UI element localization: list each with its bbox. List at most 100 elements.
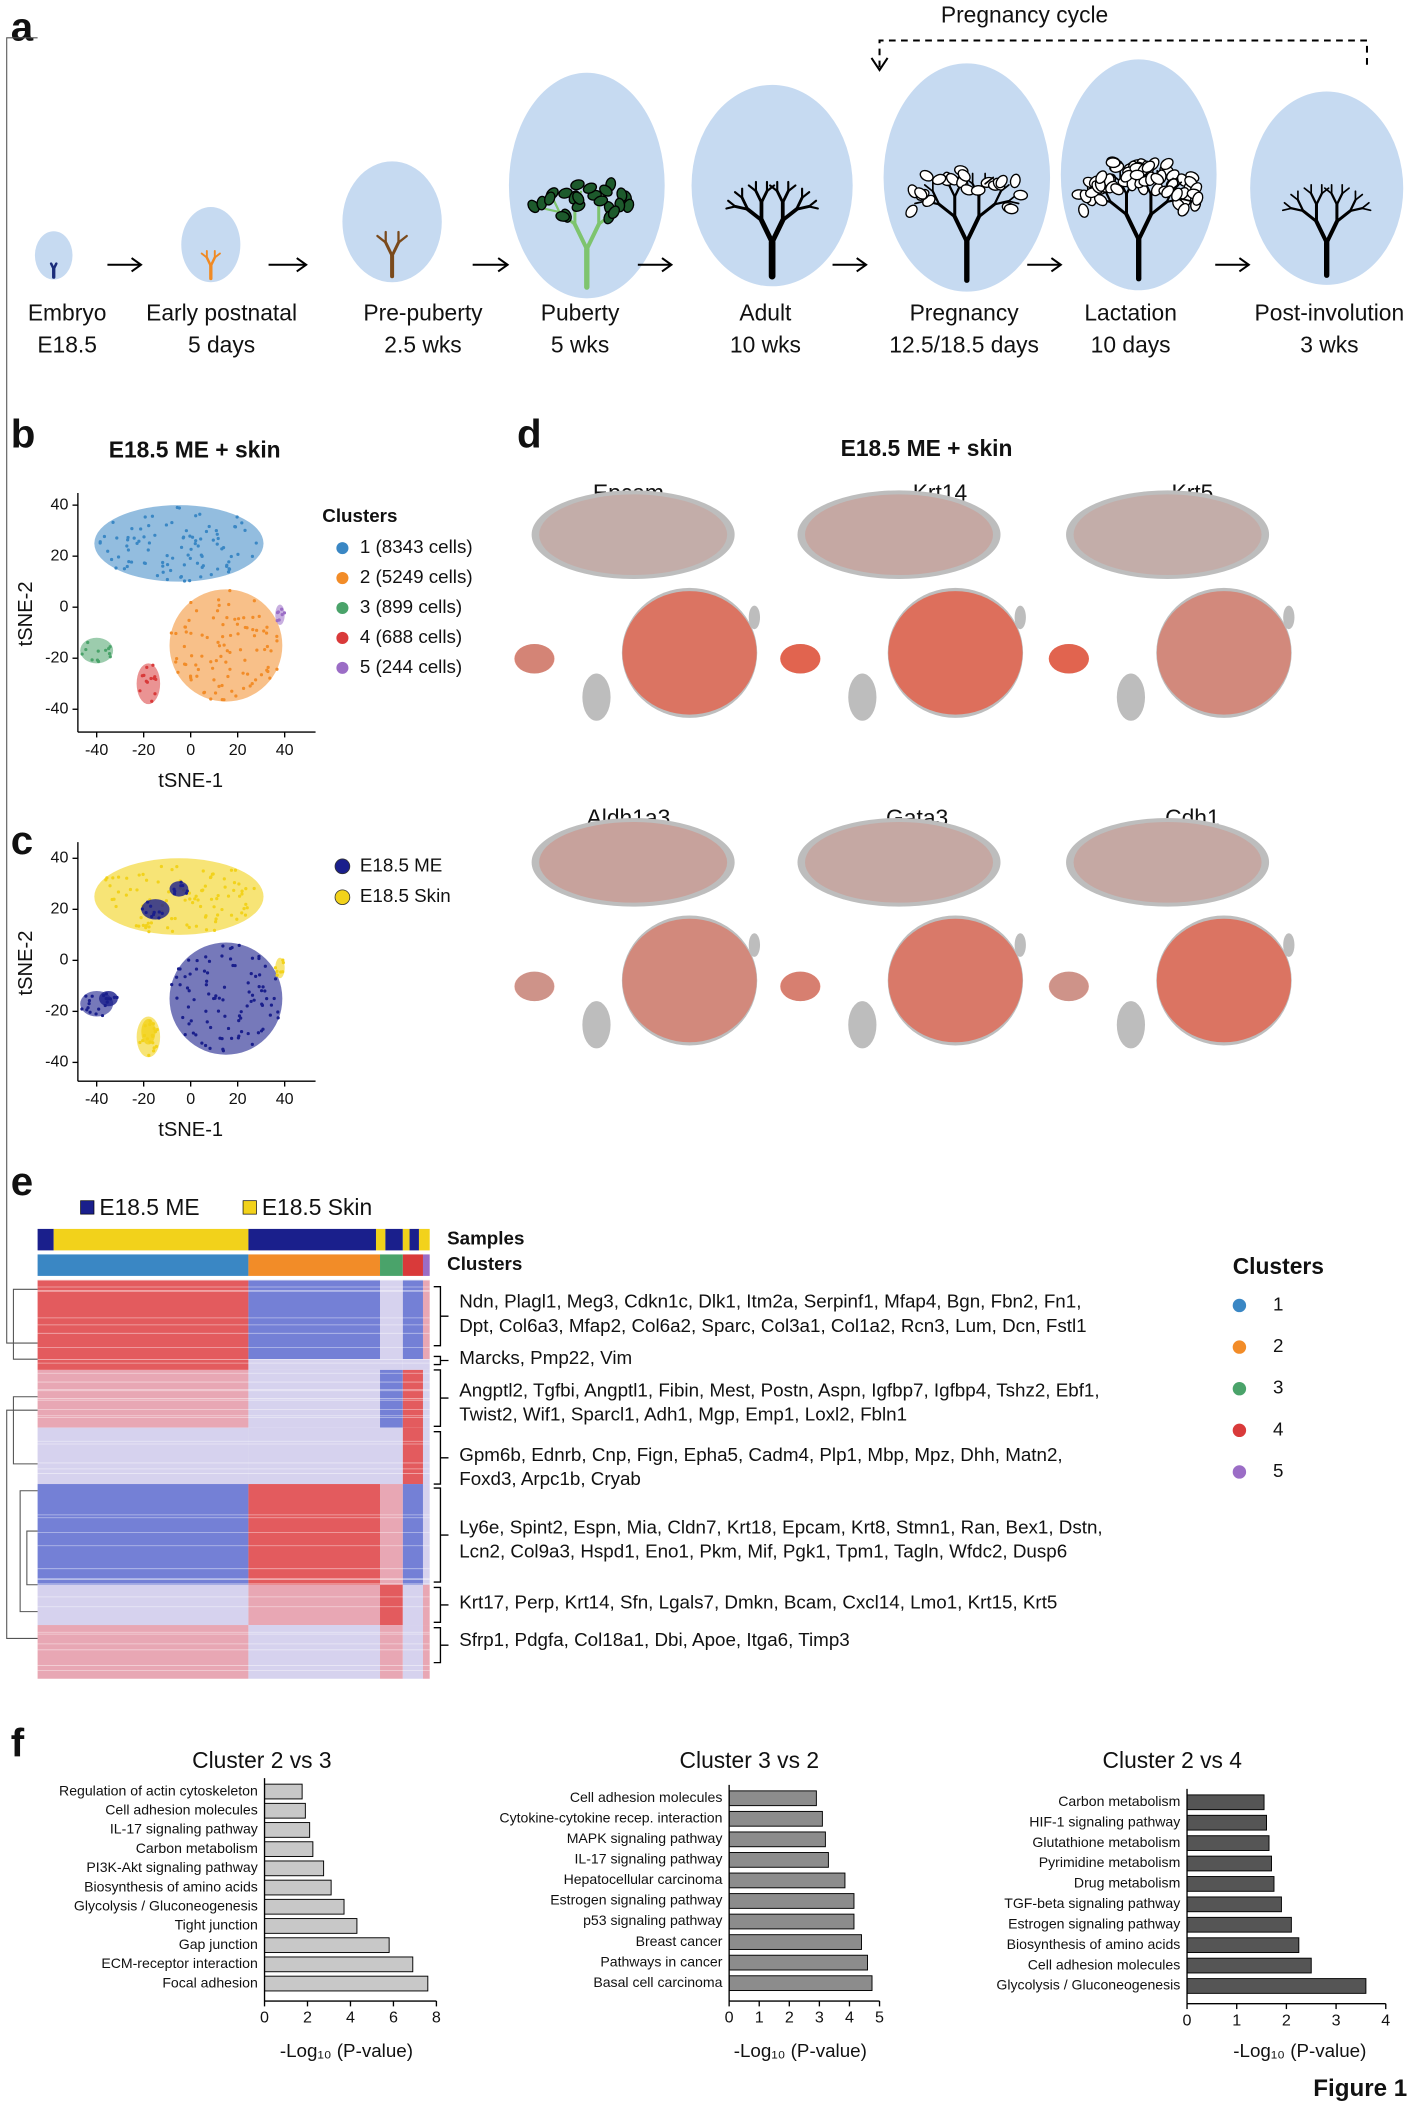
cell-dot	[235, 917, 239, 921]
cell-dot	[275, 634, 279, 638]
duct	[801, 191, 811, 199]
cell-dot	[106, 549, 110, 553]
cell-dot	[203, 1043, 208, 1048]
cell-dot	[190, 535, 195, 539]
cell-dot	[265, 625, 269, 629]
cell-cloud	[169, 942, 283, 1055]
cell-cloud	[748, 933, 761, 957]
cell-dot	[237, 943, 241, 947]
cell-dot	[252, 599, 256, 603]
category-label: PI3K-Akt signaling pathway	[86, 1859, 258, 1875]
cell-cloud	[1283, 605, 1295, 630]
bar	[1186, 1896, 1282, 1913]
legend-label: 4	[1273, 1418, 1283, 1439]
panel-label: d	[517, 411, 542, 456]
cell-dot	[86, 640, 90, 645]
cell-dot	[233, 617, 237, 621]
cell-dot	[96, 649, 100, 653]
duct	[1354, 193, 1364, 201]
bracket	[433, 1430, 449, 1485]
cell-dot	[281, 958, 285, 962]
duct	[1109, 200, 1129, 217]
cell-dot	[116, 555, 121, 559]
cell-dot	[174, 631, 178, 636]
cell-dot	[164, 899, 169, 903]
cell-dot	[84, 994, 88, 998]
cell-dot	[228, 667, 232, 671]
y-tick-label: 40	[51, 495, 69, 513]
cell-dot	[182, 579, 187, 583]
category-label: Biosynthesis of amino acids	[84, 1878, 258, 1894]
category-label: Cell adhesion molecules	[1028, 1956, 1181, 1972]
cell-dot	[151, 912, 156, 917]
duct	[1136, 212, 1153, 242]
cell-dot	[252, 886, 256, 891]
chart-title: Cluster 2 vs 4	[1103, 1747, 1243, 1773]
x-tick-label: 0	[260, 2009, 269, 2027]
cell-dot	[179, 575, 183, 579]
cell-dot	[239, 1029, 244, 1034]
cell-dot	[228, 588, 232, 593]
cell-cloud	[169, 589, 283, 702]
cell-dot	[152, 1046, 156, 1050]
cell-dot	[257, 984, 261, 989]
cell-dot	[207, 524, 211, 529]
cell-dot	[115, 536, 119, 540]
stage-name: Embryo	[28, 299, 107, 325]
bar	[264, 1879, 332, 1896]
alveolus	[1078, 203, 1090, 218]
y-tick-label: 40	[51, 849, 69, 867]
cell-dot	[220, 907, 224, 912]
category-label: HIF-1 signaling pathway	[1029, 1813, 1181, 1829]
duct	[1361, 201, 1370, 210]
heatmap-block	[402, 1359, 423, 1370]
category-label: Glycolysis / Gluconeogenesis	[74, 1897, 258, 1913]
cell-dot	[146, 921, 150, 925]
bar	[1186, 1814, 1268, 1831]
cell-dot	[225, 649, 229, 653]
cell-dot	[125, 876, 129, 880]
cell-dot	[88, 1010, 92, 1014]
heatmap-block	[402, 1427, 423, 1485]
cell-dot	[106, 997, 110, 1001]
cell-dot	[207, 959, 212, 963]
cell-dot	[241, 686, 246, 691]
cell-dot	[94, 1012, 98, 1016]
cell-dot	[157, 916, 161, 920]
cell-dot	[220, 683, 224, 688]
cell-dot	[213, 691, 218, 695]
bar	[728, 1790, 817, 1807]
cell-cloud	[797, 818, 1001, 907]
expression	[514, 643, 555, 674]
cell-dot	[203, 884, 207, 888]
cell-dot	[273, 966, 278, 970]
x-axis-label: tSNE-1	[158, 1119, 223, 1141]
cell-dot	[240, 521, 244, 525]
cell-dot	[126, 548, 130, 552]
cell-dot	[170, 917, 174, 921]
heatmap-block	[422, 1427, 430, 1485]
cell-dot	[275, 667, 279, 671]
alveolus	[607, 205, 621, 220]
cell-dot	[236, 552, 240, 556]
bar	[728, 1893, 855, 1909]
cell-dot	[211, 666, 215, 670]
cell-dot	[149, 904, 153, 908]
cell-dot	[144, 878, 149, 882]
category-label: Carbon metabolism	[1058, 1793, 1180, 1809]
cell-dot	[217, 644, 222, 648]
alveolus	[1003, 203, 1019, 215]
dendrogram	[6, 1409, 38, 1639]
duct	[1335, 192, 1344, 206]
cell-cloud	[141, 899, 170, 920]
bar	[1186, 1916, 1292, 1933]
cell-dot	[265, 996, 269, 1001]
cell-dot	[153, 533, 157, 537]
heatmap-block	[402, 1279, 423, 1360]
cell-dot	[174, 975, 179, 979]
fat-pad	[34, 231, 73, 280]
cell-dot	[182, 644, 186, 649]
cell-dot	[198, 512, 202, 516]
duct	[931, 190, 941, 206]
cell-dot	[101, 993, 106, 998]
